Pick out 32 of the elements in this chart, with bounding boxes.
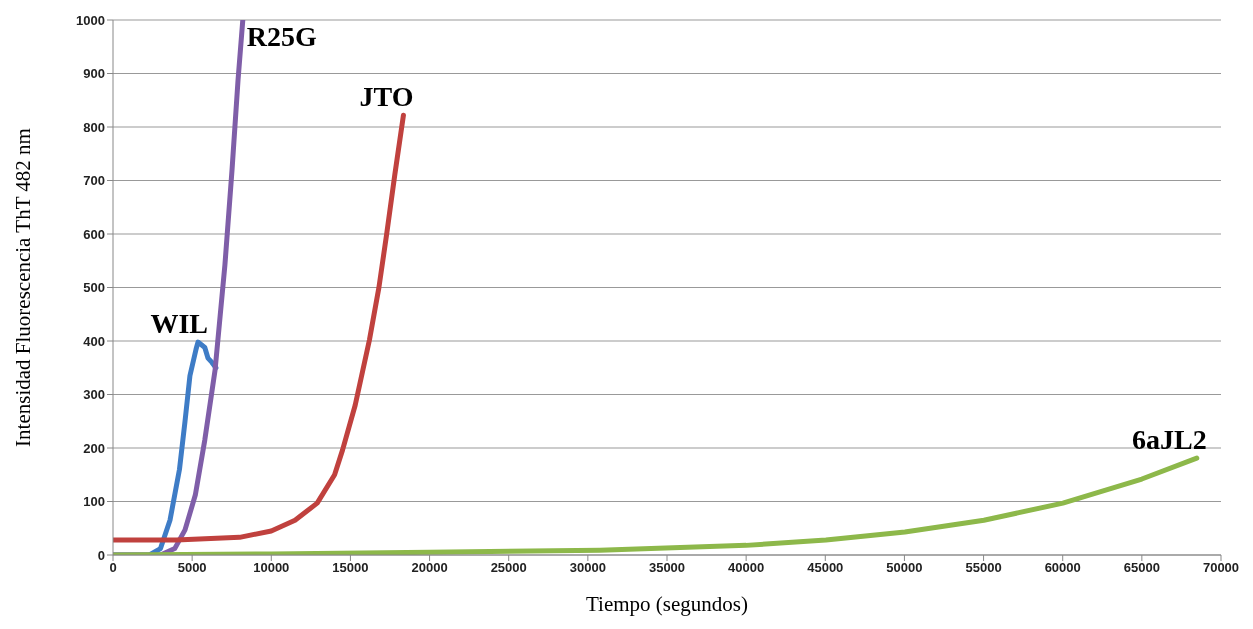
y-tick-label: 800 (83, 119, 105, 135)
x-tick-label: 10000 (253, 560, 290, 576)
x-tick-label: 0 (109, 560, 117, 576)
y-tick-label: 100 (83, 494, 105, 510)
x-tick-label: 55000 (965, 560, 1002, 576)
x-tick-label: 70000 (1202, 560, 1240, 576)
x-tick-label: 35000 (648, 560, 686, 576)
x-tick-label: 40000 (728, 560, 765, 576)
y-axis-title: Intensidad Fluorescencia ThT 482 nm (11, 128, 36, 447)
y-tick-label: 0 (97, 547, 105, 563)
x-tick-label: 20000 (411, 560, 448, 576)
series-label: 6aJL2 (1132, 424, 1207, 456)
y-tick-label: 500 (83, 280, 105, 296)
series-label: JTO (359, 81, 414, 113)
x-tick-label: 15000 (332, 560, 369, 576)
y-tick-label: 700 (83, 173, 105, 189)
x-tick-label: 5000 (177, 560, 207, 576)
series-label: WIL (150, 308, 208, 340)
y-tick-label: 400 (83, 333, 105, 349)
x-tick-label: 25000 (490, 560, 527, 576)
y-tick-label: 1000 (76, 12, 105, 28)
x-tick-label: 30000 (569, 560, 606, 576)
x-axis-title: Tiempo (segundos) (586, 592, 748, 616)
y-tick-label: 900 (83, 66, 105, 82)
x-tick-label: 50000 (886, 560, 923, 576)
y-tick-label: 200 (83, 440, 105, 456)
y-tick-label: 300 (83, 387, 105, 403)
y-tick-label: 600 (83, 226, 105, 242)
x-tick-label: 45000 (807, 560, 844, 576)
series-label: R25G (246, 21, 318, 52)
x-tick-label: 65000 (1123, 560, 1160, 576)
x-tick-label: 60000 (1044, 560, 1081, 576)
